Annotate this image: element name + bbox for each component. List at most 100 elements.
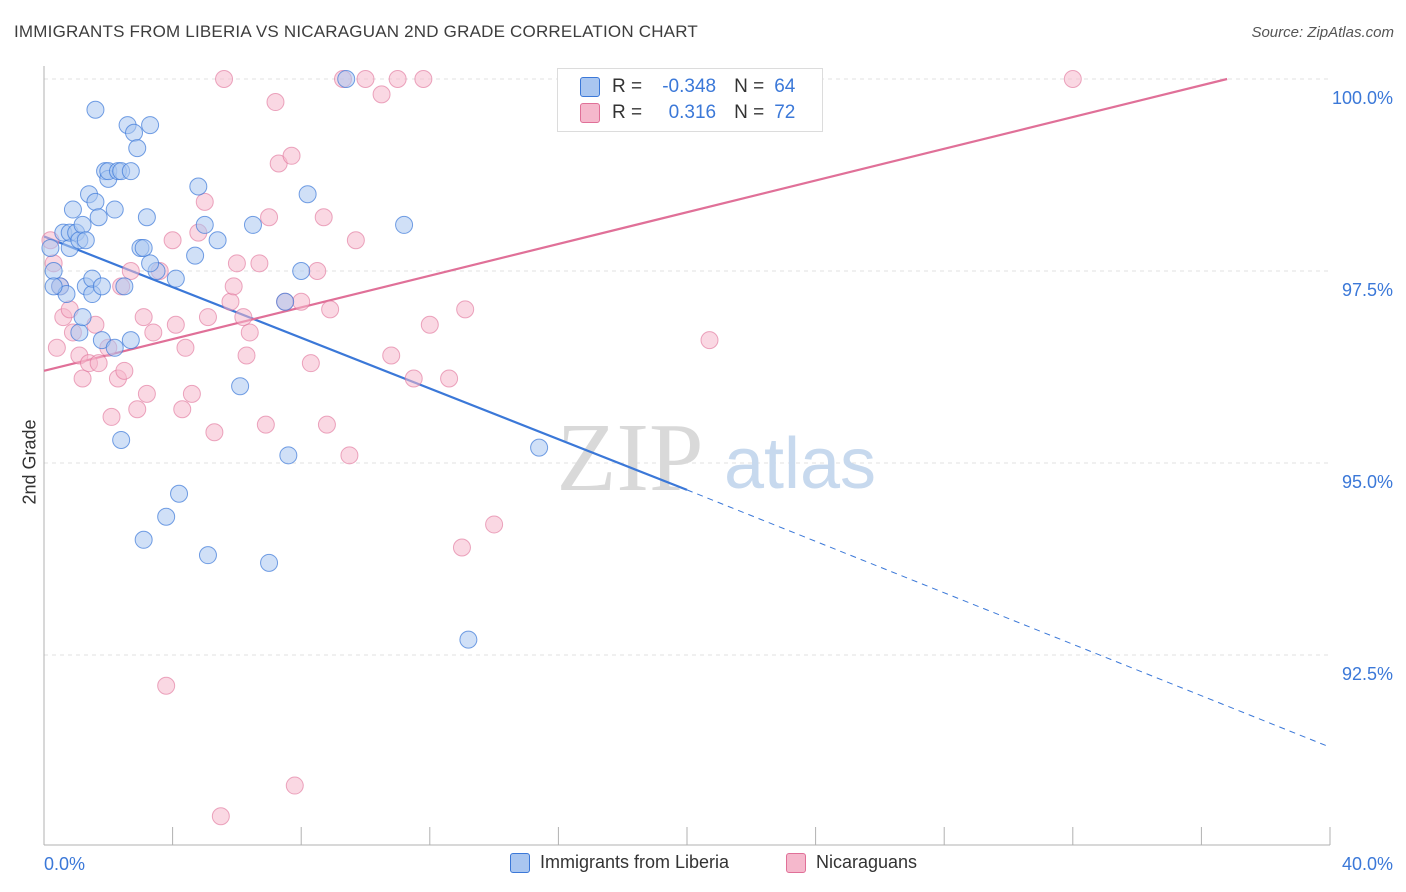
nicaraguans-point — [166, 315, 185, 334]
gridlines — [44, 78, 1330, 656]
liberia-point — [41, 238, 60, 257]
nicaraguans-point — [137, 384, 156, 403]
nicaraguans-point — [227, 254, 246, 273]
nicaraguans-point — [215, 70, 234, 88]
nicaraguans-point — [256, 415, 275, 434]
liberia-point — [134, 238, 153, 257]
liberia-point — [208, 231, 227, 250]
axes — [43, 66, 1331, 846]
nicaraguans-point — [292, 292, 311, 311]
nicaraguans-point — [285, 776, 304, 795]
legend-row-liberia: R = -0.348 N = 64 — [580, 74, 795, 100]
nicaraguans-point — [372, 85, 391, 104]
liberia-point — [141, 116, 160, 135]
bottom-legend-nicaraguans: Nicaraguans — [786, 852, 917, 873]
nicaraguans-point — [404, 369, 423, 388]
liberia-point — [105, 338, 124, 357]
nicaraguans-point — [308, 262, 327, 280]
x-tick-label: 40.0% — [1342, 854, 1393, 874]
nicaraguans-point — [221, 292, 240, 311]
liberia-point — [89, 208, 108, 227]
liberia-trend-extension — [686, 489, 1331, 748]
liberia-point — [105, 200, 124, 219]
liberia-point — [231, 377, 250, 396]
nicaraguans-point — [195, 192, 214, 211]
legend-r-label: R = — [612, 102, 643, 123]
nicaraguans-point — [224, 277, 243, 296]
nicaraguans-point — [452, 538, 471, 557]
liberia-point — [195, 215, 214, 234]
legend-n-value: 72 — [774, 102, 796, 123]
liberia-point — [76, 231, 95, 250]
nicaraguans-point — [205, 423, 224, 442]
liberia-point — [276, 292, 295, 311]
nicaraguans-point — [301, 354, 320, 373]
source-note: Source: ZipAtlas.com — [1251, 24, 1394, 41]
nicaraguans-point — [173, 400, 192, 419]
legend-r-label: R = — [612, 76, 643, 97]
nicaraguans-point — [176, 338, 195, 357]
nicaraguans-point — [157, 676, 176, 695]
liberia-point — [73, 215, 92, 234]
legend-n-label: N = — [734, 102, 765, 123]
nicaraguans-point — [414, 70, 433, 88]
y-axis-label: 2nd Grade — [19, 419, 40, 505]
nicaraguans-point — [237, 346, 256, 365]
liberia-point — [86, 192, 105, 211]
liberia-point — [292, 262, 311, 280]
liberia-point — [112, 430, 131, 449]
liberia-point — [198, 546, 217, 565]
bottom-legend-label: Nicaraguans — [816, 852, 918, 872]
liberia-point — [395, 215, 414, 234]
legend-n-value: 64 — [774, 76, 796, 97]
y-tick-label: 95.0% — [1342, 472, 1393, 492]
nicaraguans-point — [128, 400, 147, 419]
nicaraguans-point — [134, 308, 153, 327]
legend-r-value: -0.348 — [662, 76, 717, 97]
nicaraguans-point — [73, 369, 92, 388]
liberia-point — [63, 200, 82, 219]
bottom-legend-label: Immigrants from Liberia — [540, 852, 730, 872]
nicaraguans-point — [234, 308, 253, 327]
liberia-point — [186, 246, 205, 265]
liberia-point — [157, 507, 176, 526]
liberia-point — [86, 100, 105, 119]
y-tick-label: 100.0% — [1332, 88, 1393, 108]
nicaraguans-point — [182, 384, 201, 403]
nicaraguans-point — [388, 70, 407, 88]
nicaraguans-point — [198, 308, 217, 327]
nicaraguans-point — [440, 369, 459, 388]
watermark-zip: ZIP — [557, 404, 704, 512]
liberia-point — [44, 262, 63, 280]
nicaraguans-point — [314, 208, 333, 227]
data-points — [41, 70, 1082, 826]
nicaraguans-point — [340, 446, 359, 465]
watermark: ZIP atlas — [557, 404, 877, 512]
nicaraguans-point — [47, 338, 66, 357]
legend-n-label: N = — [734, 76, 765, 97]
nicaraguans-point — [115, 361, 134, 380]
liberia-point — [73, 308, 92, 327]
nicaraguans-point — [282, 146, 301, 165]
liberia-point — [243, 215, 262, 234]
watermark-atlas: atlas — [724, 424, 876, 504]
nicaraguans-point — [102, 407, 121, 426]
x-tick-label: 0.0% — [44, 854, 85, 874]
chart-title: IMMIGRANTS FROM LIBERIA VS NICARAGUAN 2N… — [14, 22, 698, 41]
liberia-swatch — [510, 852, 530, 873]
y-tick-label: 92.5% — [1342, 664, 1393, 684]
liberia-trend-line — [43, 235, 688, 491]
nicaraguans-point — [163, 231, 182, 250]
nicaraguans-point — [382, 346, 401, 365]
liberia-point — [44, 277, 63, 296]
nicaraguans-swatch — [786, 852, 806, 873]
liberia-point — [189, 177, 208, 196]
liberia-point — [298, 185, 317, 204]
liberia-point — [121, 162, 140, 181]
liberia-swatch — [580, 77, 600, 97]
nicaraguans-point — [260, 208, 279, 227]
liberia-point — [141, 254, 160, 273]
nicaraguans-point — [144, 323, 163, 342]
liberia-point — [137, 208, 156, 227]
